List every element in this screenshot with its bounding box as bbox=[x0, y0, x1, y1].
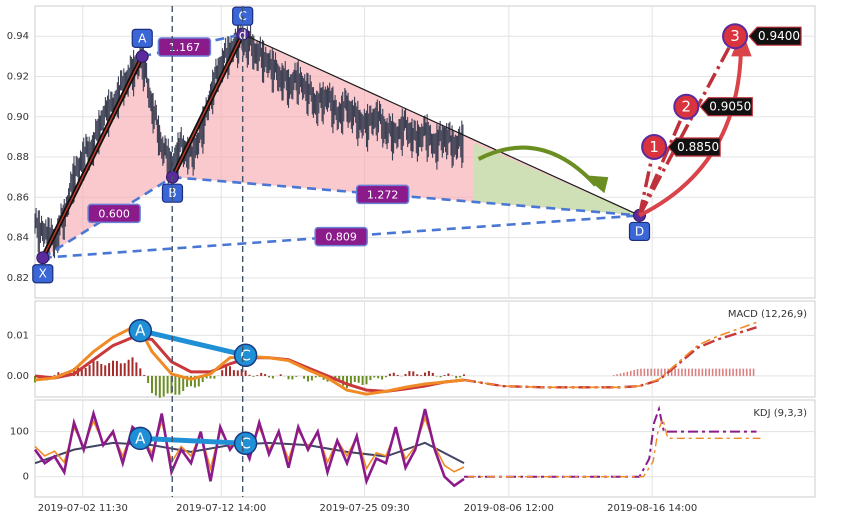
price-y-tick: 0.92 bbox=[7, 71, 29, 82]
price-y-tick: 0.86 bbox=[7, 192, 29, 203]
target-tag bbox=[748, 26, 802, 46]
macd-ac-line bbox=[139, 328, 247, 358]
price-y-tick: 0.94 bbox=[7, 31, 29, 42]
point-badge bbox=[131, 28, 153, 48]
ratio-badge bbox=[314, 226, 368, 247]
x-tick-label: 2019-08-16 14:00 bbox=[607, 503, 697, 514]
macd-marker-label: A bbox=[135, 322, 146, 340]
x-tick-label: 2019-07-02 11:30 bbox=[38, 503, 128, 514]
kdj-y-tick: 100 bbox=[10, 427, 29, 438]
kdj-marker-C bbox=[233, 431, 258, 456]
kdj-marker-label: C bbox=[240, 434, 250, 452]
macd-title: MACD (12,26,9) bbox=[728, 309, 807, 320]
target-value: 0.9050 bbox=[709, 100, 751, 114]
kdj-panel: 0 100 KDJ (9,3,3) A C bbox=[10, 399, 816, 498]
price-y-tick: 0.82 bbox=[7, 273, 29, 284]
macd-projection-line-2 bbox=[463, 321, 757, 389]
target-tag bbox=[699, 97, 753, 117]
ratio-label: 0.600 bbox=[98, 207, 130, 220]
ratio-label: 0.809 bbox=[325, 231, 357, 244]
point-label: D bbox=[635, 224, 644, 238]
point-badge bbox=[161, 183, 184, 203]
cd-edge bbox=[242, 33, 640, 216]
macd-marker-label: C bbox=[240, 346, 250, 364]
price-y-tick: 0.90 bbox=[7, 112, 29, 123]
target-number: 1 bbox=[649, 138, 659, 156]
ratio-badge bbox=[355, 184, 410, 205]
point-label: A bbox=[138, 31, 147, 45]
projection-area bbox=[473, 142, 640, 216]
macd-y-tick: 0.00 bbox=[7, 371, 29, 382]
ratio-line-BD bbox=[172, 175, 640, 217]
target-tag bbox=[667, 137, 721, 157]
kdj-j-line bbox=[33, 408, 465, 488]
target-circle bbox=[722, 23, 749, 50]
point-dot-A bbox=[135, 49, 149, 63]
kdj-marker-label: A bbox=[135, 429, 146, 447]
kdj-y-tick: 0 bbox=[23, 472, 29, 483]
kdj-title: KDJ (9,3,3) bbox=[753, 408, 807, 419]
point-badge bbox=[628, 221, 651, 242]
ratio-badge bbox=[157, 37, 212, 57]
macd-marker-C bbox=[233, 343, 258, 368]
point-dot-X bbox=[36, 251, 50, 265]
point-label: B bbox=[168, 186, 176, 200]
kdj-projection-line bbox=[464, 405, 757, 478]
price-y-tick: 0.88 bbox=[7, 152, 29, 163]
macd-y-tick: 0.01 bbox=[7, 330, 29, 341]
ratio-badge bbox=[87, 203, 141, 224]
ratio-label: 1.167 bbox=[169, 41, 201, 54]
target-line bbox=[637, 105, 688, 217]
target-value: 0.9400 bbox=[758, 29, 800, 43]
kdj-ac-line bbox=[140, 435, 246, 446]
target-number: 3 bbox=[730, 27, 740, 45]
point-badge bbox=[32, 264, 54, 284]
ratio-line-XD bbox=[42, 214, 640, 260]
leg-inner-BC bbox=[171, 33, 244, 178]
macd-frame bbox=[34, 300, 816, 398]
macd-marker-A bbox=[128, 318, 153, 343]
target-number: 2 bbox=[682, 98, 692, 116]
xab-triangle bbox=[42, 56, 173, 258]
target-value: 0.8850 bbox=[677, 140, 719, 154]
x-tick-label: 2019-07-25 09:30 bbox=[319, 503, 409, 514]
projection-arrow bbox=[477, 145, 598, 187]
projection-arrowhead bbox=[582, 175, 609, 194]
x-tick-label: 2019-07-12 14:00 bbox=[176, 503, 266, 514]
c-sub-label: d bbox=[239, 28, 247, 42]
price-panel: 0.82 0.84 0.86 0.88 0.90 0.92 0.94 0.600 1.167 1.… bbox=[7, 5, 816, 299]
kdj-projection-line-2 bbox=[467, 416, 761, 478]
target-circle bbox=[641, 133, 668, 160]
price-y-tick: 0.84 bbox=[7, 233, 29, 244]
kdj-marker-A bbox=[128, 426, 153, 451]
target-line bbox=[637, 35, 737, 217]
leg-inner-XA bbox=[42, 56, 143, 259]
point-label: X bbox=[39, 267, 47, 281]
macd-panel: 0.00 0.01 MACD (12,26,9) A C bbox=[7, 300, 816, 398]
target-circle bbox=[673, 93, 700, 120]
x-tick-label: 2019-08-06 12:00 bbox=[464, 503, 554, 514]
ratio-label: 1.272 bbox=[367, 188, 399, 201]
